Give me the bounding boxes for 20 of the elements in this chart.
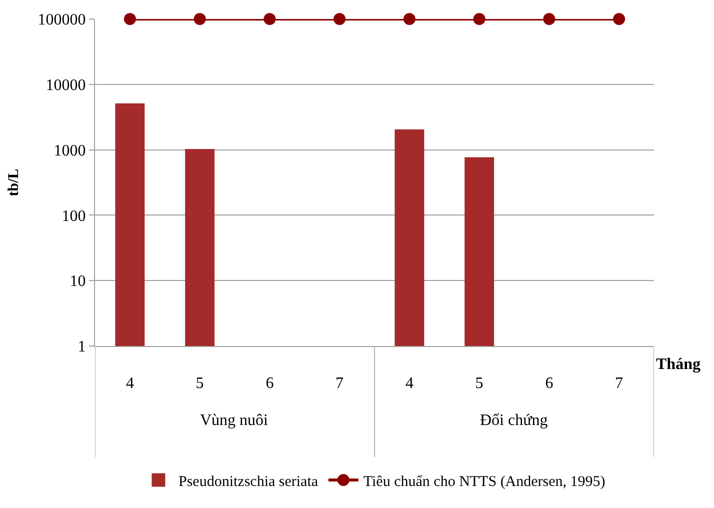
text: Vùng nuôi [200, 412, 269, 429]
x-tick-label: 6 [545, 375, 554, 392]
y-tick-label: 1000 [54, 142, 86, 160]
text: Đối chứng [480, 412, 548, 429]
y-tick-label: 10000 [46, 77, 86, 94]
legend-label: Pseudonitzschia seriata [178, 474, 318, 490]
y-tick-label: 10 [70, 273, 86, 290]
x-tick-label: 7 [615, 375, 624, 392]
x-tick-label: 5 [475, 375, 484, 392]
y-axis-title: tb/L [6, 168, 22, 196]
y-tick-label: 100 [62, 208, 86, 225]
x-tick-label: 5 [196, 375, 204, 392]
x-tick-label: 6 [266, 375, 274, 392]
x-tick-label: 4 [405, 375, 414, 392]
x-tick-label: 4 [126, 375, 134, 392]
x-tick-label: 7 [336, 375, 344, 392]
legend-label: Tiêu chuẩn cho NTTS (Andersen, 1995) [363, 474, 606, 490]
y-tick-label: 1 [78, 338, 86, 356]
x-axis-title: Tháng [656, 356, 700, 373]
y-tick-label: 100000 [38, 12, 86, 29]
